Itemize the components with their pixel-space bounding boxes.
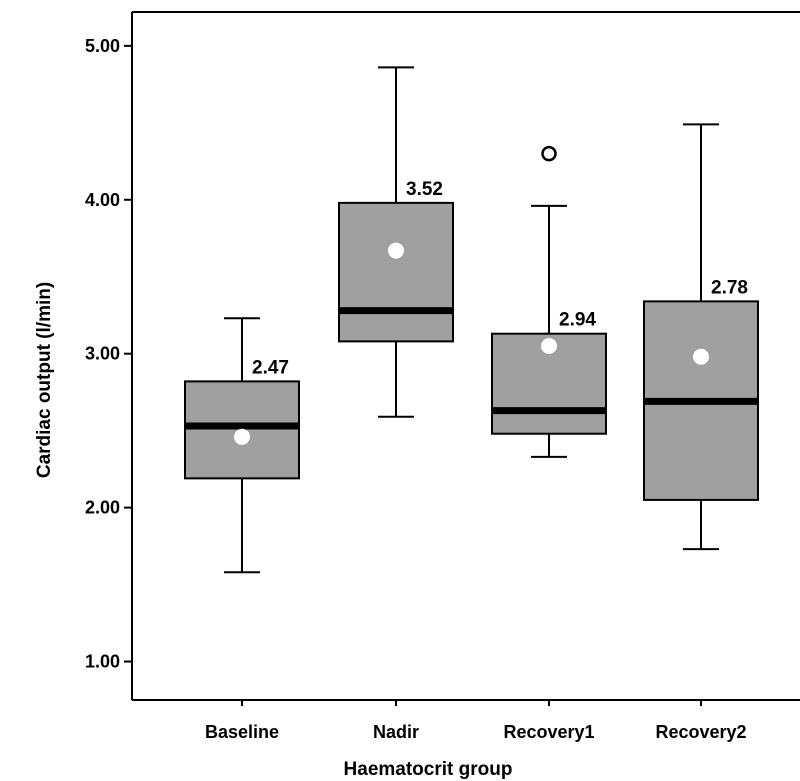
boxes-layer: 2.47 3.52 2.94 2.78 — [184, 66, 759, 574]
y-tick-label: 2.00 — [85, 498, 120, 518]
axes-layer: 1.00 2.00 3.00 4.00 5.00 Baseline Nadir Recover… — [85, 11, 800, 742]
mean-marker — [234, 428, 250, 445]
y-tick-label: 1.00 — [85, 652, 120, 672]
box-group-nadir: 3.52 — [338, 66, 454, 418]
x-axis-title: Haematocrit group — [344, 759, 513, 780]
y-tick-label: 3.00 — [85, 344, 120, 364]
mean-marker — [693, 348, 709, 365]
x-tick-label: Recovery2 — [655, 722, 746, 742]
value-annotation: 2.94 — [559, 310, 596, 331]
value-annotation: 2.47 — [252, 357, 289, 378]
outlier-marker — [541, 145, 557, 162]
value-annotation: 2.78 — [711, 277, 748, 298]
iqr-box — [338, 201, 454, 343]
x-tick-label: Recovery1 — [503, 722, 594, 742]
y-tick-label: 5.00 — [85, 36, 120, 56]
mean-marker — [541, 337, 557, 354]
value-annotation: 3.52 — [406, 179, 443, 200]
box-group-recovery2: 2.78 — [643, 123, 759, 551]
box-group-recovery1: 2.94 — [491, 145, 607, 458]
box-group-baseline: 2.47 — [184, 317, 300, 574]
x-tick-label: Baseline — [205, 722, 279, 742]
y-axis-title: Cardiac output (l/min) — [34, 282, 55, 478]
mean-marker — [388, 242, 404, 259]
y-tick-label: 4.00 — [85, 190, 120, 210]
x-tick-label: Nadir — [373, 722, 419, 742]
